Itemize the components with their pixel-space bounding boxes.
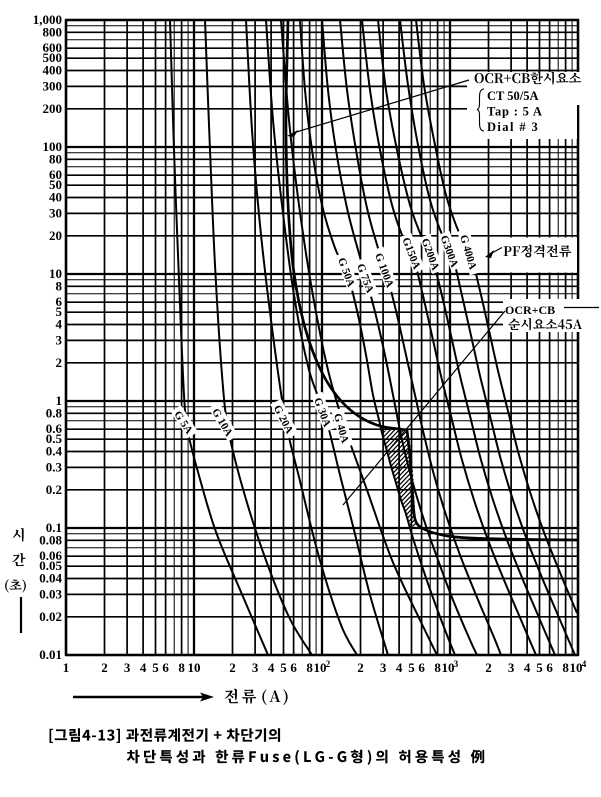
svg-text:40: 40 xyxy=(49,190,62,205)
svg-text:4: 4 xyxy=(524,660,531,675)
svg-text:3: 3 xyxy=(454,659,459,669)
svg-text:2: 2 xyxy=(101,660,108,675)
svg-text:80: 80 xyxy=(49,151,62,166)
svg-text:4: 4 xyxy=(268,660,275,675)
svg-text:6: 6 xyxy=(290,660,297,675)
svg-text:30: 30 xyxy=(49,205,62,220)
svg-text:5: 5 xyxy=(280,660,287,675)
svg-text:3: 3 xyxy=(124,660,131,675)
svg-text:3: 3 xyxy=(252,660,259,675)
svg-text:8: 8 xyxy=(56,278,63,293)
svg-text:CT 50/5A: CT 50/5A xyxy=(487,89,539,103)
svg-text:60: 60 xyxy=(49,167,62,182)
svg-text:0.3: 0.3 xyxy=(46,459,63,474)
svg-text:0.5: 0.5 xyxy=(46,431,63,446)
svg-text:0.1: 0.1 xyxy=(46,520,62,535)
svg-text:5: 5 xyxy=(152,660,159,675)
svg-text:1,000: 1,000 xyxy=(33,12,62,27)
svg-text:600: 600 xyxy=(43,40,63,55)
svg-text:6: 6 xyxy=(418,660,425,675)
svg-text:3: 3 xyxy=(508,660,515,675)
svg-text:2: 2 xyxy=(326,659,331,669)
svg-text:400: 400 xyxy=(43,63,63,78)
svg-text:2: 2 xyxy=(229,660,236,675)
svg-text:200: 200 xyxy=(43,101,63,116)
svg-text:Tap : 5 A: Tap : 5 A xyxy=(487,105,543,119)
svg-text:0.05: 0.05 xyxy=(39,558,62,573)
svg-text:10: 10 xyxy=(49,266,62,281)
svg-text:3: 3 xyxy=(56,332,63,347)
svg-text:6: 6 xyxy=(546,660,553,675)
svg-text:4: 4 xyxy=(396,660,403,675)
svg-text:0.02: 0.02 xyxy=(39,609,62,624)
svg-text:Dial # 3: Dial # 3 xyxy=(487,120,539,134)
svg-text:5: 5 xyxy=(408,660,415,675)
svg-text:0.06: 0.06 xyxy=(39,548,62,563)
svg-text:4: 4 xyxy=(56,317,63,332)
svg-text:8: 8 xyxy=(434,660,441,675)
svg-text:10: 10 xyxy=(314,660,327,675)
svg-text:1: 1 xyxy=(56,393,63,408)
svg-text:0.08: 0.08 xyxy=(39,532,62,547)
svg-text:50: 50 xyxy=(49,177,62,192)
svg-text:8: 8 xyxy=(178,660,185,675)
svg-text:4: 4 xyxy=(140,660,147,675)
svg-text:10: 10 xyxy=(442,660,455,675)
svg-text:2: 2 xyxy=(485,660,492,675)
svg-text:5: 5 xyxy=(536,660,543,675)
svg-text:0.2: 0.2 xyxy=(46,482,62,497)
svg-text:20: 20 xyxy=(49,228,62,243)
svg-text:0.04: 0.04 xyxy=(39,571,62,586)
svg-text:10: 10 xyxy=(188,660,201,675)
svg-text:10: 10 xyxy=(570,660,583,675)
svg-text:6: 6 xyxy=(56,294,63,309)
svg-text:300: 300 xyxy=(43,78,63,93)
svg-text:100: 100 xyxy=(43,139,63,154)
svg-text:0.6: 0.6 xyxy=(46,421,63,436)
svg-text:2: 2 xyxy=(357,660,364,675)
svg-text:2: 2 xyxy=(56,355,63,370)
svg-text:800: 800 xyxy=(43,24,63,39)
svg-text:8: 8 xyxy=(306,660,313,675)
svg-text:OCR+CB: OCR+CB xyxy=(505,303,555,317)
svg-text:0.8: 0.8 xyxy=(46,405,63,420)
svg-text:0.4: 0.4 xyxy=(46,444,63,459)
svg-text:3: 3 xyxy=(380,660,387,675)
svg-text:500: 500 xyxy=(43,50,63,65)
svg-text:5: 5 xyxy=(56,304,63,319)
svg-text:4: 4 xyxy=(582,659,587,669)
svg-text:1: 1 xyxy=(63,660,70,675)
svg-text:0.03: 0.03 xyxy=(39,586,62,601)
svg-text:6: 6 xyxy=(162,660,169,675)
svg-text:8: 8 xyxy=(562,660,569,675)
svg-text:0.01: 0.01 xyxy=(39,647,62,662)
